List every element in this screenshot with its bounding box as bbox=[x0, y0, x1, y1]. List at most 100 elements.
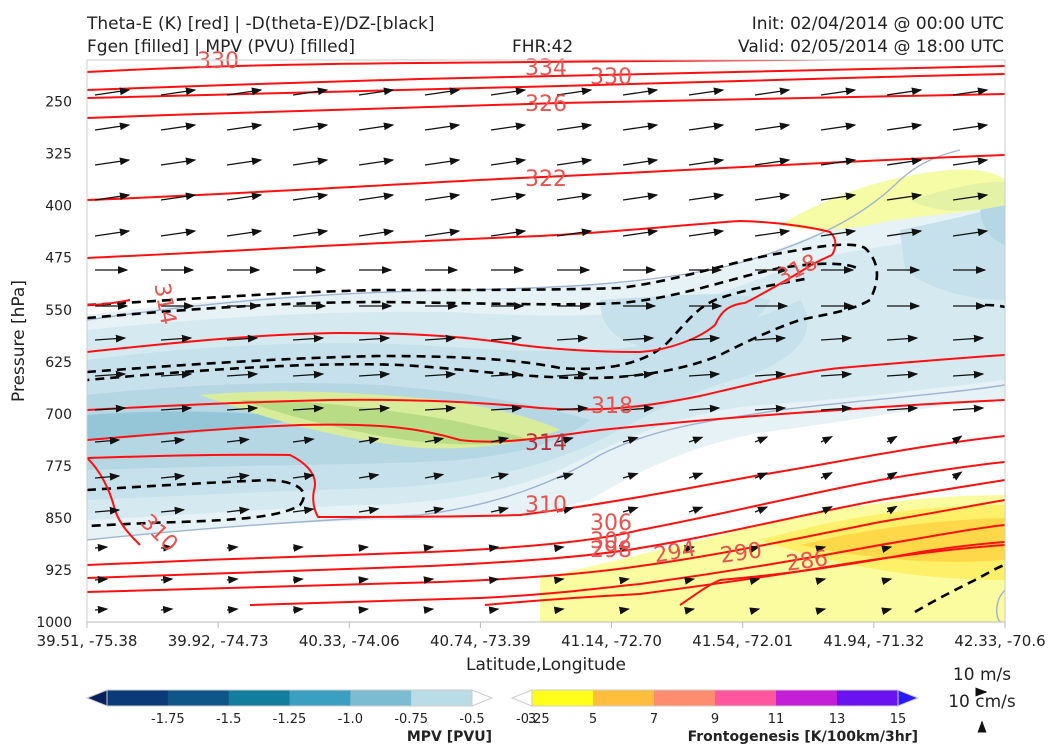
wind-arrow bbox=[292, 87, 329, 96]
wind-arrow bbox=[556, 404, 589, 413]
y-axis-label: Pressure [hPa] bbox=[9, 280, 29, 402]
wind-arrow bbox=[556, 192, 593, 201]
wind-arrow bbox=[358, 606, 370, 614]
wind-arrow bbox=[94, 506, 121, 515]
wind-arrow bbox=[94, 543, 109, 552]
wind-arrow bbox=[424, 404, 457, 413]
frontogenesis-colorbar-title: Frontogenesis [K/100km/3hr] bbox=[688, 729, 918, 745]
wind-reference-key: 10 m/s 10 cm/s bbox=[948, 665, 1016, 733]
wind-arrow bbox=[754, 192, 791, 201]
wind-arrow bbox=[490, 334, 523, 343]
wind-arrow bbox=[556, 472, 574, 480]
colorbar-tick-label: 9 bbox=[711, 712, 719, 727]
colorbar-extend-high bbox=[897, 689, 920, 707]
wind-arrow bbox=[292, 472, 315, 481]
init-time: Init: 02/04/2014 @ 00:00 UTC bbox=[751, 14, 1004, 34]
colorbar-extend-low bbox=[85, 689, 108, 707]
y-tick-label: 400 bbox=[45, 199, 72, 215]
wind-arrow bbox=[358, 506, 380, 515]
y-axis: 250 325 400 475 550 625 700 775 850 925 1000 bbox=[36, 95, 72, 631]
wind-arrow bbox=[553, 606, 565, 615]
wind-arrow bbox=[358, 122, 395, 131]
colorbar-segment bbox=[532, 690, 594, 706]
colorbar-segment bbox=[654, 690, 716, 706]
wind-arrow bbox=[358, 334, 391, 343]
wind-arrow bbox=[358, 472, 380, 481]
wind-arrow bbox=[815, 607, 827, 615]
colorbar-tick-label: 13 bbox=[829, 712, 846, 727]
wind-arrow bbox=[886, 505, 898, 515]
y-tick-label: 475 bbox=[45, 251, 72, 267]
wind-arrow bbox=[160, 543, 174, 552]
wind-arrow bbox=[618, 576, 630, 585]
wind-arrow bbox=[424, 370, 457, 379]
x-axis: 39.51, -75.38 39.92, -74.73 40.33, -74.06 4… bbox=[37, 622, 1046, 650]
wind-arrow bbox=[490, 472, 510, 481]
wind-arrow bbox=[490, 436, 510, 445]
wind-arrow bbox=[94, 157, 131, 166]
contour-label: 330 bbox=[590, 65, 632, 90]
wind-arrow bbox=[424, 506, 445, 515]
wind-arrow bbox=[424, 192, 461, 201]
colorbar-segment bbox=[715, 690, 777, 706]
contour-label: 326 bbox=[525, 92, 567, 117]
wind-arrow bbox=[490, 122, 527, 131]
y-tick-label: 625 bbox=[45, 355, 72, 371]
wind-arrow bbox=[292, 606, 304, 614]
wind-arrow bbox=[749, 577, 761, 585]
wind-arrow bbox=[226, 543, 239, 552]
contour-label: 330 bbox=[197, 49, 239, 74]
x-tick-label: 40.74, -73.39 bbox=[430, 632, 531, 650]
colorbar-tick-label: -0.25 bbox=[516, 712, 550, 727]
colorbar-tick-label: 5 bbox=[589, 712, 597, 727]
contour-label: 318 bbox=[591, 394, 633, 419]
wind-arrow bbox=[423, 576, 435, 584]
contour-label: 290 bbox=[719, 538, 764, 569]
wind-arrow bbox=[820, 228, 857, 237]
wind-arrow bbox=[688, 334, 721, 343]
wind-arrow bbox=[94, 228, 131, 237]
y-tick-label: 700 bbox=[45, 407, 72, 423]
wind-arrow bbox=[881, 545, 893, 553]
wind-arrow bbox=[358, 228, 395, 237]
wind-arrow bbox=[556, 157, 593, 166]
x-tick-label: 42.33, -70.6 bbox=[954, 632, 1045, 650]
wind-arrow bbox=[754, 436, 769, 445]
contour-label: 286 bbox=[785, 546, 830, 577]
frontogenesis-filled-contours bbox=[200, 169, 1005, 622]
colorbar-segment bbox=[228, 690, 290, 706]
reference-horizontal: 10 m/s bbox=[953, 665, 1011, 685]
wind-arrow bbox=[951, 435, 963, 445]
y-tick-label: 1000 bbox=[36, 615, 72, 631]
wind-arrow bbox=[160, 228, 197, 237]
wind-arrow bbox=[488, 576, 500, 585]
wind-arrow bbox=[160, 192, 197, 201]
wind-arrow bbox=[94, 575, 109, 584]
colorbar-tick-label: 11 bbox=[768, 712, 785, 727]
wind-arrow bbox=[490, 506, 510, 515]
wind-arrow bbox=[160, 122, 197, 131]
forecast-hour: FHR:42 bbox=[512, 37, 574, 57]
wind-arrow bbox=[358, 436, 380, 445]
wind-arrow bbox=[94, 436, 121, 445]
wind-arrow bbox=[94, 370, 127, 379]
wind-arrow bbox=[622, 472, 639, 480]
wind-arrow bbox=[820, 506, 833, 515]
wind-arrow bbox=[94, 334, 127, 343]
wind-arrow bbox=[226, 404, 259, 413]
mpv-colorbar-title: MPV [PVU] bbox=[407, 729, 492, 745]
colorbar-tick-label: -1.25 bbox=[273, 712, 307, 727]
wind-arrow bbox=[886, 471, 898, 481]
wind-arrow bbox=[424, 122, 461, 131]
wind-arrow bbox=[754, 506, 769, 515]
wind-arrow bbox=[556, 228, 593, 237]
wind-arrow bbox=[688, 404, 721, 413]
colorbar-tick-label: -0.75 bbox=[394, 712, 428, 727]
wind-arrow bbox=[820, 472, 833, 481]
colorbar-segment bbox=[107, 690, 169, 706]
wind-arrow bbox=[488, 544, 500, 553]
wind-arrow bbox=[490, 404, 523, 413]
wind-arrow bbox=[490, 370, 523, 379]
contour-label: 322 bbox=[525, 167, 567, 192]
wind-arrow bbox=[553, 576, 565, 585]
